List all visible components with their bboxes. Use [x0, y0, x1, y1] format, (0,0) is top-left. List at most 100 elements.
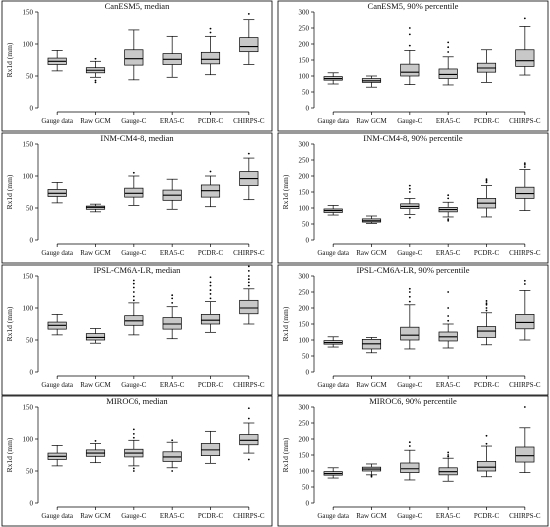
outlier-point [209, 27, 212, 30]
outlier-point [408, 300, 411, 303]
y-tick-label: 200 [299, 172, 310, 180]
outlier-point [247, 407, 250, 410]
y-tick-label: 50 [26, 204, 34, 212]
box-gauge-c [124, 171, 144, 206]
y-tick-label: 50 [302, 483, 310, 491]
outlier-point [447, 219, 450, 222]
y-tick-label: 0 [30, 499, 34, 507]
x-tick-label: Gauge-C [121, 512, 147, 520]
outlier-point [408, 184, 411, 187]
outlier-point [209, 170, 212, 173]
box-gauge-c [400, 287, 420, 350]
y-tick-label: 250 [299, 419, 310, 427]
y-tick-label: 150 [23, 272, 34, 280]
outlier-point [247, 269, 250, 272]
x-tick-label: Raw GCM [356, 249, 387, 257]
box-era5-c [438, 291, 458, 349]
x-tick-label: Gauge data [317, 381, 350, 389]
outlier-point [408, 287, 411, 290]
y-tick-label: 50 [302, 220, 310, 228]
outlier-point [370, 474, 373, 477]
panel-frame [277, 132, 549, 264]
box-raw-gcm [85, 328, 106, 344]
iqr-box [476, 461, 497, 472]
box-pcdr-c [476, 49, 497, 83]
outlier-point [209, 281, 212, 284]
box-raw-gcm [361, 337, 382, 354]
box-chirps-c [239, 265, 259, 325]
outlier-point [485, 300, 488, 302]
y-tick-label: 0 [306, 104, 310, 112]
outlier-point [370, 475, 373, 478]
iqr-box [515, 186, 535, 199]
x-tick-label: Gauge data [317, 512, 350, 520]
y-tick-label: 250 [299, 24, 310, 32]
outlier-point [209, 297, 212, 300]
iqr-box [239, 37, 259, 53]
outlier-point [132, 470, 135, 472]
x-tick-label: ERA5-C [436, 117, 461, 125]
outlier-point [94, 81, 97, 84]
y-tick-label: 150 [299, 188, 310, 196]
y-axis-label: Rx1d (mm) [281, 174, 290, 209]
x-tick-label: PCDR-C [198, 117, 224, 125]
chart-title: CanESM5, 90% percentile [368, 1, 459, 11]
outlier-point [485, 307, 488, 309]
outlier-point [447, 291, 450, 293]
box-chirps-c [239, 152, 259, 201]
outlier-point [485, 303, 488, 306]
chart-panel-5: IPSL-CM6A-LR, median 0 50 100 150 Rx1d (mm) Ga… [1, 264, 273, 396]
y-tick-label: 100 [23, 40, 34, 48]
x-tick-label: CHIRPS-C [233, 249, 265, 257]
iqr-box [400, 326, 420, 341]
iqr-box [515, 314, 535, 330]
outlier-point [209, 293, 212, 295]
x-tick-label: Raw GCM [80, 249, 111, 257]
y-tick-label: 200 [299, 304, 310, 312]
y-tick-label: 50 [302, 88, 310, 96]
box-gauge-c [400, 27, 420, 85]
y-tick-label: 0 [30, 236, 34, 244]
outlier-point [485, 302, 488, 305]
y-axis-label: Rx1d (mm) [281, 437, 290, 472]
x-tick-label: Raw GCM [356, 381, 387, 389]
outlier-point [132, 299, 135, 302]
outlier-point [523, 17, 526, 20]
outlier-point [523, 162, 526, 165]
box-gauge-data [47, 314, 67, 336]
box-chirps-c [515, 406, 535, 473]
chart-panel-1: CanESM5, median 0 50 100 150 Rx1d (mm) Gauge d… [1, 0, 273, 132]
y-tick-label: 100 [299, 467, 310, 475]
outlier-point [447, 218, 450, 221]
y-axis-label: Rx1d (mm) [281, 306, 290, 341]
x-tick-label: Gauge-C [121, 381, 147, 389]
x-tick-label: ERA5-C [160, 249, 185, 257]
chart-title: MIROC6, 90% percentile [369, 396, 457, 406]
iqr-box [200, 314, 221, 325]
x-tick-label: CHIRPS-C [509, 249, 541, 257]
y-tick-label: 100 [23, 304, 34, 312]
box-era5-c [162, 178, 182, 210]
x-tick-label: Raw GCM [356, 512, 387, 520]
panel-frame [1, 0, 273, 132]
outlier-point [523, 166, 526, 168]
outlier-point [408, 27, 411, 29]
chart-title: INM-CM4-8, 90% percentile [363, 133, 463, 143]
box-pcdr-c [200, 276, 221, 333]
outlier-point [485, 179, 488, 182]
box-pcdr-c [200, 170, 221, 208]
outlier-point [447, 197, 450, 200]
y-tick-label: 0 [30, 368, 34, 376]
x-tick-label: PCDR-C [198, 381, 224, 389]
box-era5-c [162, 294, 182, 340]
iqr-box [124, 49, 144, 66]
box-pcdr-c [476, 178, 497, 218]
outlier-point [132, 279, 135, 282]
outlier-point [132, 282, 135, 285]
iqr-box [239, 299, 259, 315]
iqr-box [400, 462, 420, 473]
y-tick-label: 50 [26, 72, 34, 80]
box-raw-gcm [361, 75, 382, 88]
outlier-point [408, 441, 411, 444]
outlier-point [94, 440, 97, 442]
